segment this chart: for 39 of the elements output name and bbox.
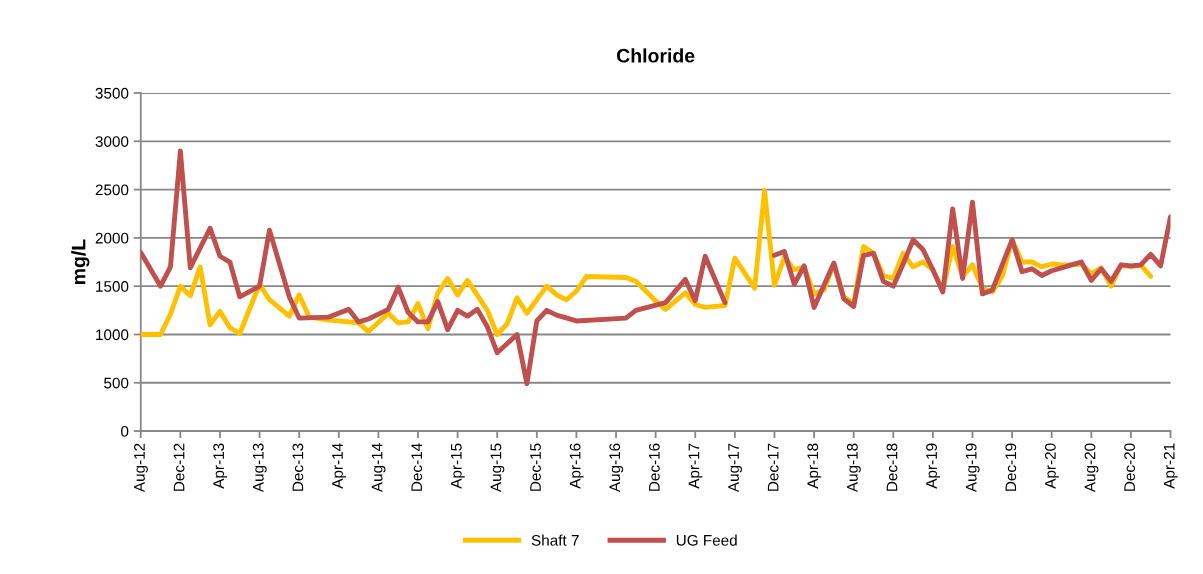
y-tick-label: 2500 <box>95 184 129 196</box>
x-tick-label: Apr-15 <box>451 443 465 489</box>
x-tick-label: Dec-20 <box>1124 443 1136 491</box>
x-tick-label: Aug-13 <box>252 443 267 493</box>
x-tick-label: Dec-16 <box>648 443 660 491</box>
y-tick-label: 3500 <box>95 87 129 99</box>
x-tick-label: Aug-12 <box>134 443 148 493</box>
x-tick-label: Apr-13 <box>213 443 228 489</box>
x-tick-label: Aug-16 <box>609 443 624 493</box>
x-tick-label: Aug-15 <box>490 443 505 493</box>
chart-title: Chloride <box>617 48 695 63</box>
x-tick-label: Aug-20 <box>1084 443 1099 493</box>
x-tick-label: Dec-17 <box>767 443 779 491</box>
y-tick-label: 1000 <box>96 329 129 341</box>
x-tick-label: Aug-14 <box>371 443 386 493</box>
y-tick-label: 3000 <box>95 136 129 147</box>
x-tick-label: Dec-13 <box>292 443 304 491</box>
y-axis-title: mg/L <box>71 239 90 284</box>
x-tick-label: Aug-17 <box>728 443 742 493</box>
x-tick-label: Dec-18 <box>886 443 898 491</box>
x-tick-label: Dec-14 <box>411 443 423 491</box>
x-tick-label: Apr-21 <box>1163 443 1178 489</box>
y-tick-label: 2000 <box>95 232 129 244</box>
x-tick-label: Apr-18 <box>807 443 822 489</box>
x-tick-label: Apr-17 <box>688 443 703 489</box>
y-tick-label: 1500 <box>96 281 129 292</box>
x-tick-label: Dec-19 <box>1005 443 1017 491</box>
y-tick-label: 0 <box>121 425 129 437</box>
x-tick-label: Dec-15 <box>530 443 541 491</box>
x-tick-label: Apr-14 <box>332 443 346 489</box>
x-tick-label: Apr-16 <box>569 443 584 489</box>
legend-label: Shaft 7 <box>531 534 579 546</box>
x-tick-label: Apr-19 <box>926 443 940 489</box>
y-tick-label: 500 <box>104 377 129 389</box>
x-tick-label: Apr-20 <box>1044 443 1059 489</box>
x-tick-label: Aug-18 <box>846 443 861 493</box>
x-tick-label: Dec-12 <box>173 443 185 491</box>
legend-label: UG Feed <box>676 534 737 546</box>
x-tick-label: Aug-19 <box>965 443 980 493</box>
